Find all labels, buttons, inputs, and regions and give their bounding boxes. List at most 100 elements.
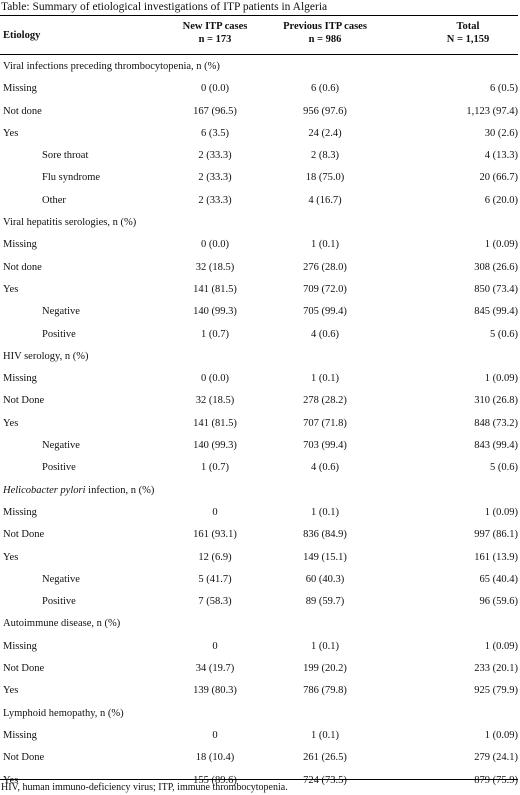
cell-previous-cases: 89 (59.7) [305,596,345,608]
header-total-n: N = 1,159 [446,34,490,45]
cell-total: 845 (99.4) [474,306,518,318]
cell-total: 65 (40.4) [479,573,519,585]
row-label: Missing [3,83,37,95]
cell-previous-cases: 149 (15.1) [303,551,347,563]
bottom-rule [0,779,518,780]
row-label: Missing [3,640,37,652]
cell-total: 30 (2.6) [484,127,518,139]
cell-new-cases: 1 (0.7) [201,462,229,474]
section-title-text: Autoimmune disease, n (%) [3,618,121,630]
section-heading: Lymphoid hemopathy, n (%) [0,703,520,725]
row-label: Yes [3,417,19,429]
cell-total: 997 (86.1) [474,529,518,541]
cell-total: 310 (26.8) [474,395,518,407]
section-title: Autoimmune disease, n (%) [3,613,120,635]
table-row: Negative 140 (99.3) 703 (99.4) 843 (99.4) [0,435,520,457]
section-heading: Autoimmune disease, n (%) [0,613,520,635]
cell-new-cases: 2 (33.3) [198,194,232,206]
table-row: Negative 5 (41.7) 60 (40.3) 65 (40.4) [0,569,520,591]
table-row: Positive 7 (58.3) 89 (59.7) 96 (59.6) [0,591,520,613]
table-row: Missing 0 (0.0) 1 (0.1) 1 (0.09) [0,234,520,256]
row-label: Positive [42,328,76,340]
header-etiology: Etiology [3,30,41,41]
cell-new-cases: 12 (6.9) [198,551,232,563]
cell-previous-cases: 60 (40.3) [305,573,345,585]
cell-previous-cases: 956 (97.6) [303,105,347,117]
cell-new-cases: 32 (18.5) [195,261,235,273]
cell-new-cases: 167 (96.5) [193,105,237,117]
table-row: Positive 1 (0.7) 4 (0.6) 5 (0.6) [0,324,520,346]
table-row: Not done 167 (96.5) 956 (97.6) 1,123 (97.4) [0,101,520,123]
row-label: Missing [3,373,37,385]
cell-total: 1 (0.09) [484,506,518,518]
table-row: Not Done 34 (19.7) 199 (20.2) 233 (20.1) [0,658,520,680]
cell-new-cases: 140 (99.3) [193,306,237,318]
cell-total: 925 (79.9) [474,685,518,697]
cell-previous-cases: 1 (0.1) [311,729,339,741]
row-label: Other [42,194,66,206]
cell-previous-cases: 4 (0.6) [311,328,339,340]
cell-previous-cases: 709 (72.0) [303,283,347,295]
cell-total: 4 (13.3) [484,150,518,162]
section-title: Viral infections preceding thrombocytope… [3,56,220,78]
section-title-text: Viral hepatitis serologies, n (%) [3,217,137,229]
table-caption: Table: Summary of etiological investigat… [1,1,328,13]
cell-previous-cases: 707 (71.8) [303,417,347,429]
table-row: Yes 12 (6.9) 149 (15.1) 161 (13.9) [0,547,520,569]
header-new-cases-n: n = 173 [198,34,232,45]
table-row: Not done 32 (18.5) 276 (28.0) 308 (26.6) [0,257,520,279]
section-heading: Helicobacter pylori infection, n (%) [0,480,520,502]
cell-total: 5 (0.6) [490,328,518,340]
row-label: Yes [3,551,19,563]
table-row: Sore throat 2 (33.3) 2 (8.3) 4 (13.3) [0,145,520,167]
table-row: Yes 6 (3.5) 24 (2.4) 30 (2.6) [0,123,520,145]
header-previous-cases-n: n = 986 [308,34,342,45]
table-row: Missing 0 1 (0.1) 1 (0.09) [0,502,520,524]
cell-previous-cases: 261 (26.5) [303,752,347,764]
cell-new-cases: 7 (58.3) [198,596,232,608]
cell-new-cases: 0 (0.0) [201,239,229,251]
table-row: Positive 1 (0.7) 4 (0.6) 5 (0.6) [0,457,520,479]
cell-previous-cases: 4 (0.6) [311,462,339,474]
cell-new-cases: 2 (33.3) [198,150,232,162]
row-label: Negative [42,573,80,585]
cell-total: 1 (0.09) [484,729,518,741]
header-new-cases-title: New ITP cases [182,21,248,32]
cell-previous-cases: 199 (20.2) [303,663,347,675]
cell-total: 96 (59.6) [479,596,519,608]
cell-new-cases: 0 (0.0) [201,373,229,385]
section-heading: Viral hepatitis serologies, n (%) [0,212,520,234]
section-title: Viral hepatitis serologies, n (%) [3,212,136,234]
table-row: Yes 141 (81.5) 707 (71.8) 848 (73.2) [0,413,520,435]
cell-previous-cases: 786 (79.8) [303,685,347,697]
cell-previous-cases: 18 (75.0) [305,172,345,184]
cell-new-cases: 34 (19.7) [195,663,235,675]
cell-new-cases: 1 (0.7) [201,328,229,340]
table-row: Negative 140 (99.3) 705 (99.4) 845 (99.4) [0,301,520,323]
cell-total: 879 (75.9) [474,774,518,786]
section-title: Helicobacter pylori infection, n (%) [3,480,154,502]
cell-new-cases: 2 (33.3) [198,172,232,184]
row-label: Positive [42,596,76,608]
cell-previous-cases: 836 (84.9) [303,529,347,541]
top-rule [0,15,518,16]
table-row: Yes 141 (81.5) 709 (72.0) 850 (73.4) [0,279,520,301]
cell-total: 20 (66.7) [479,172,519,184]
cell-previous-cases: 1 (0.1) [311,239,339,251]
row-label: Not Done [3,529,45,541]
cell-previous-cases: 1 (0.1) [311,373,339,385]
cell-previous-cases: 6 (0.6) [311,83,339,95]
row-label: Negative [42,440,80,452]
cell-total: 161 (13.9) [474,551,518,563]
header-total: Total N = 1,159 [418,20,518,46]
cell-previous-cases: 703 (99.4) [303,440,347,452]
cell-new-cases: 139 (80.3) [193,685,237,697]
section-title-text: infection, n (%) [85,484,155,496]
cell-total: 233 (20.1) [474,663,518,675]
section-heading: Viral infections preceding thrombocytope… [0,56,520,78]
row-label: Not done [3,261,42,273]
row-label: Flu syndrome [42,172,101,184]
cell-previous-cases: 4 (16.7) [308,194,342,206]
header-new-cases: New ITP cases n = 173 [160,20,270,46]
